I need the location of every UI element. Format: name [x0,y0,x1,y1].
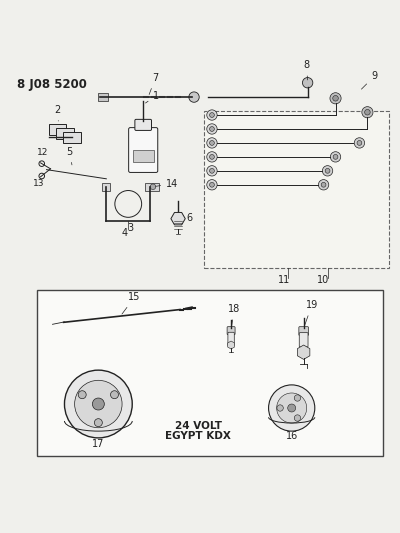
Bar [204,111,389,269]
Text: 1: 1 [146,91,159,103]
Circle shape [189,92,199,102]
Text: 13: 13 [33,179,44,188]
FancyBboxPatch shape [299,333,308,347]
Text: 19: 19 [304,301,318,326]
Circle shape [362,107,373,118]
FancyBboxPatch shape [299,327,308,335]
Circle shape [357,141,362,146]
Circle shape [333,95,338,101]
Circle shape [210,182,214,187]
Text: 11: 11 [278,275,290,285]
FancyBboxPatch shape [227,327,235,335]
Circle shape [277,405,283,411]
Bar [102,183,110,190]
Bar [56,128,74,139]
Circle shape [321,182,326,187]
Circle shape [207,138,217,148]
Circle shape [333,155,338,159]
Circle shape [302,78,313,88]
Circle shape [150,184,156,190]
Circle shape [268,385,315,431]
FancyBboxPatch shape [228,332,234,346]
Circle shape [110,391,118,399]
Circle shape [288,404,296,412]
Circle shape [365,109,370,115]
Circle shape [322,166,333,176]
Text: 24 VOLT: 24 VOLT [174,421,222,431]
Text: 6: 6 [187,213,193,223]
Text: 9: 9 [362,71,378,89]
Text: 5: 5 [66,147,73,165]
Circle shape [294,395,301,401]
Circle shape [354,138,365,148]
Text: 18: 18 [228,304,240,327]
FancyBboxPatch shape [129,127,158,173]
Circle shape [78,391,86,399]
Text: 4: 4 [121,228,127,238]
Circle shape [207,166,217,176]
Text: 3: 3 [127,223,133,232]
Circle shape [75,381,122,428]
Text: 12: 12 [37,148,48,157]
Circle shape [330,152,341,162]
Bar [145,183,159,190]
Circle shape [210,155,214,159]
Text: 17: 17 [92,439,104,449]
Bar [48,124,66,135]
Circle shape [210,141,214,146]
Bar [63,132,81,143]
Text: 8 J08 5200: 8 J08 5200 [17,78,86,91]
Text: EGYPT KDX: EGYPT KDX [165,431,231,441]
Circle shape [207,152,217,162]
Circle shape [210,112,214,117]
Circle shape [92,398,104,410]
Circle shape [207,124,217,134]
FancyBboxPatch shape [135,119,152,131]
Bar [36,290,383,456]
Text: 15: 15 [122,293,141,314]
Circle shape [294,415,301,421]
Bar [133,150,154,161]
Circle shape [330,93,341,104]
Circle shape [64,370,132,438]
Text: 2: 2 [54,105,61,121]
Bar [98,93,108,101]
Circle shape [207,110,217,120]
Text: 7: 7 [149,73,158,94]
Circle shape [318,180,329,190]
Circle shape [325,168,330,173]
Text: 16: 16 [286,431,298,441]
Text: 8: 8 [304,60,310,80]
Circle shape [207,180,217,190]
Text: 14: 14 [156,179,178,189]
Circle shape [94,418,102,426]
Circle shape [277,393,307,423]
Text: 10: 10 [317,275,329,285]
Circle shape [210,127,214,131]
Circle shape [210,168,214,173]
